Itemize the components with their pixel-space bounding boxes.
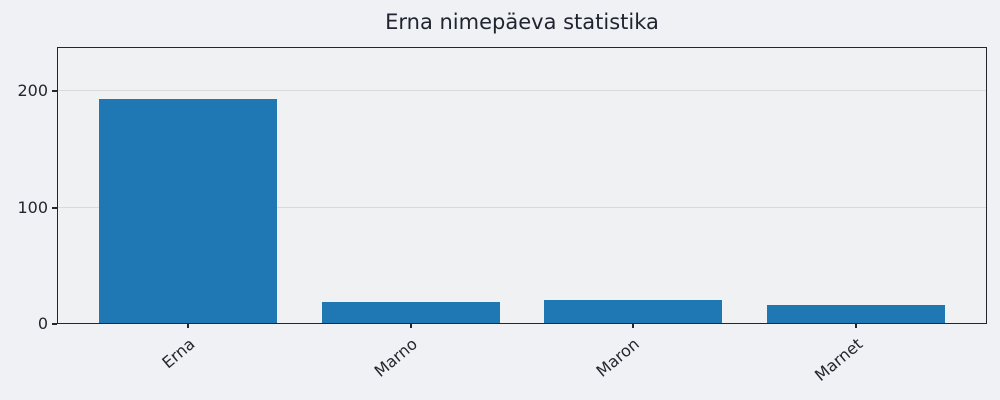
bar-marno (321, 301, 500, 324)
y-tick-mark (52, 323, 57, 325)
y-tick-label-200: 200 (17, 81, 48, 101)
y-tick-label-0: 0 (37, 314, 48, 333)
x-tick-mark (409, 324, 412, 328)
y-tick-mark (52, 90, 57, 93)
y-tick-label-100: 100 (17, 197, 48, 217)
chart-title: Erna nimepäeva statistika (385, 10, 659, 34)
gridline-y100 (57, 206, 987, 208)
gridline-y200 (57, 90, 987, 92)
plot-area (57, 47, 987, 324)
bar-marnet (766, 305, 945, 324)
bar-maron (544, 299, 723, 324)
x-tick-mark (854, 324, 857, 328)
x-tick-mark (187, 324, 190, 328)
bar-erna (99, 99, 278, 324)
y-tick-mark (52, 206, 57, 209)
x-tick-mark (632, 324, 635, 328)
